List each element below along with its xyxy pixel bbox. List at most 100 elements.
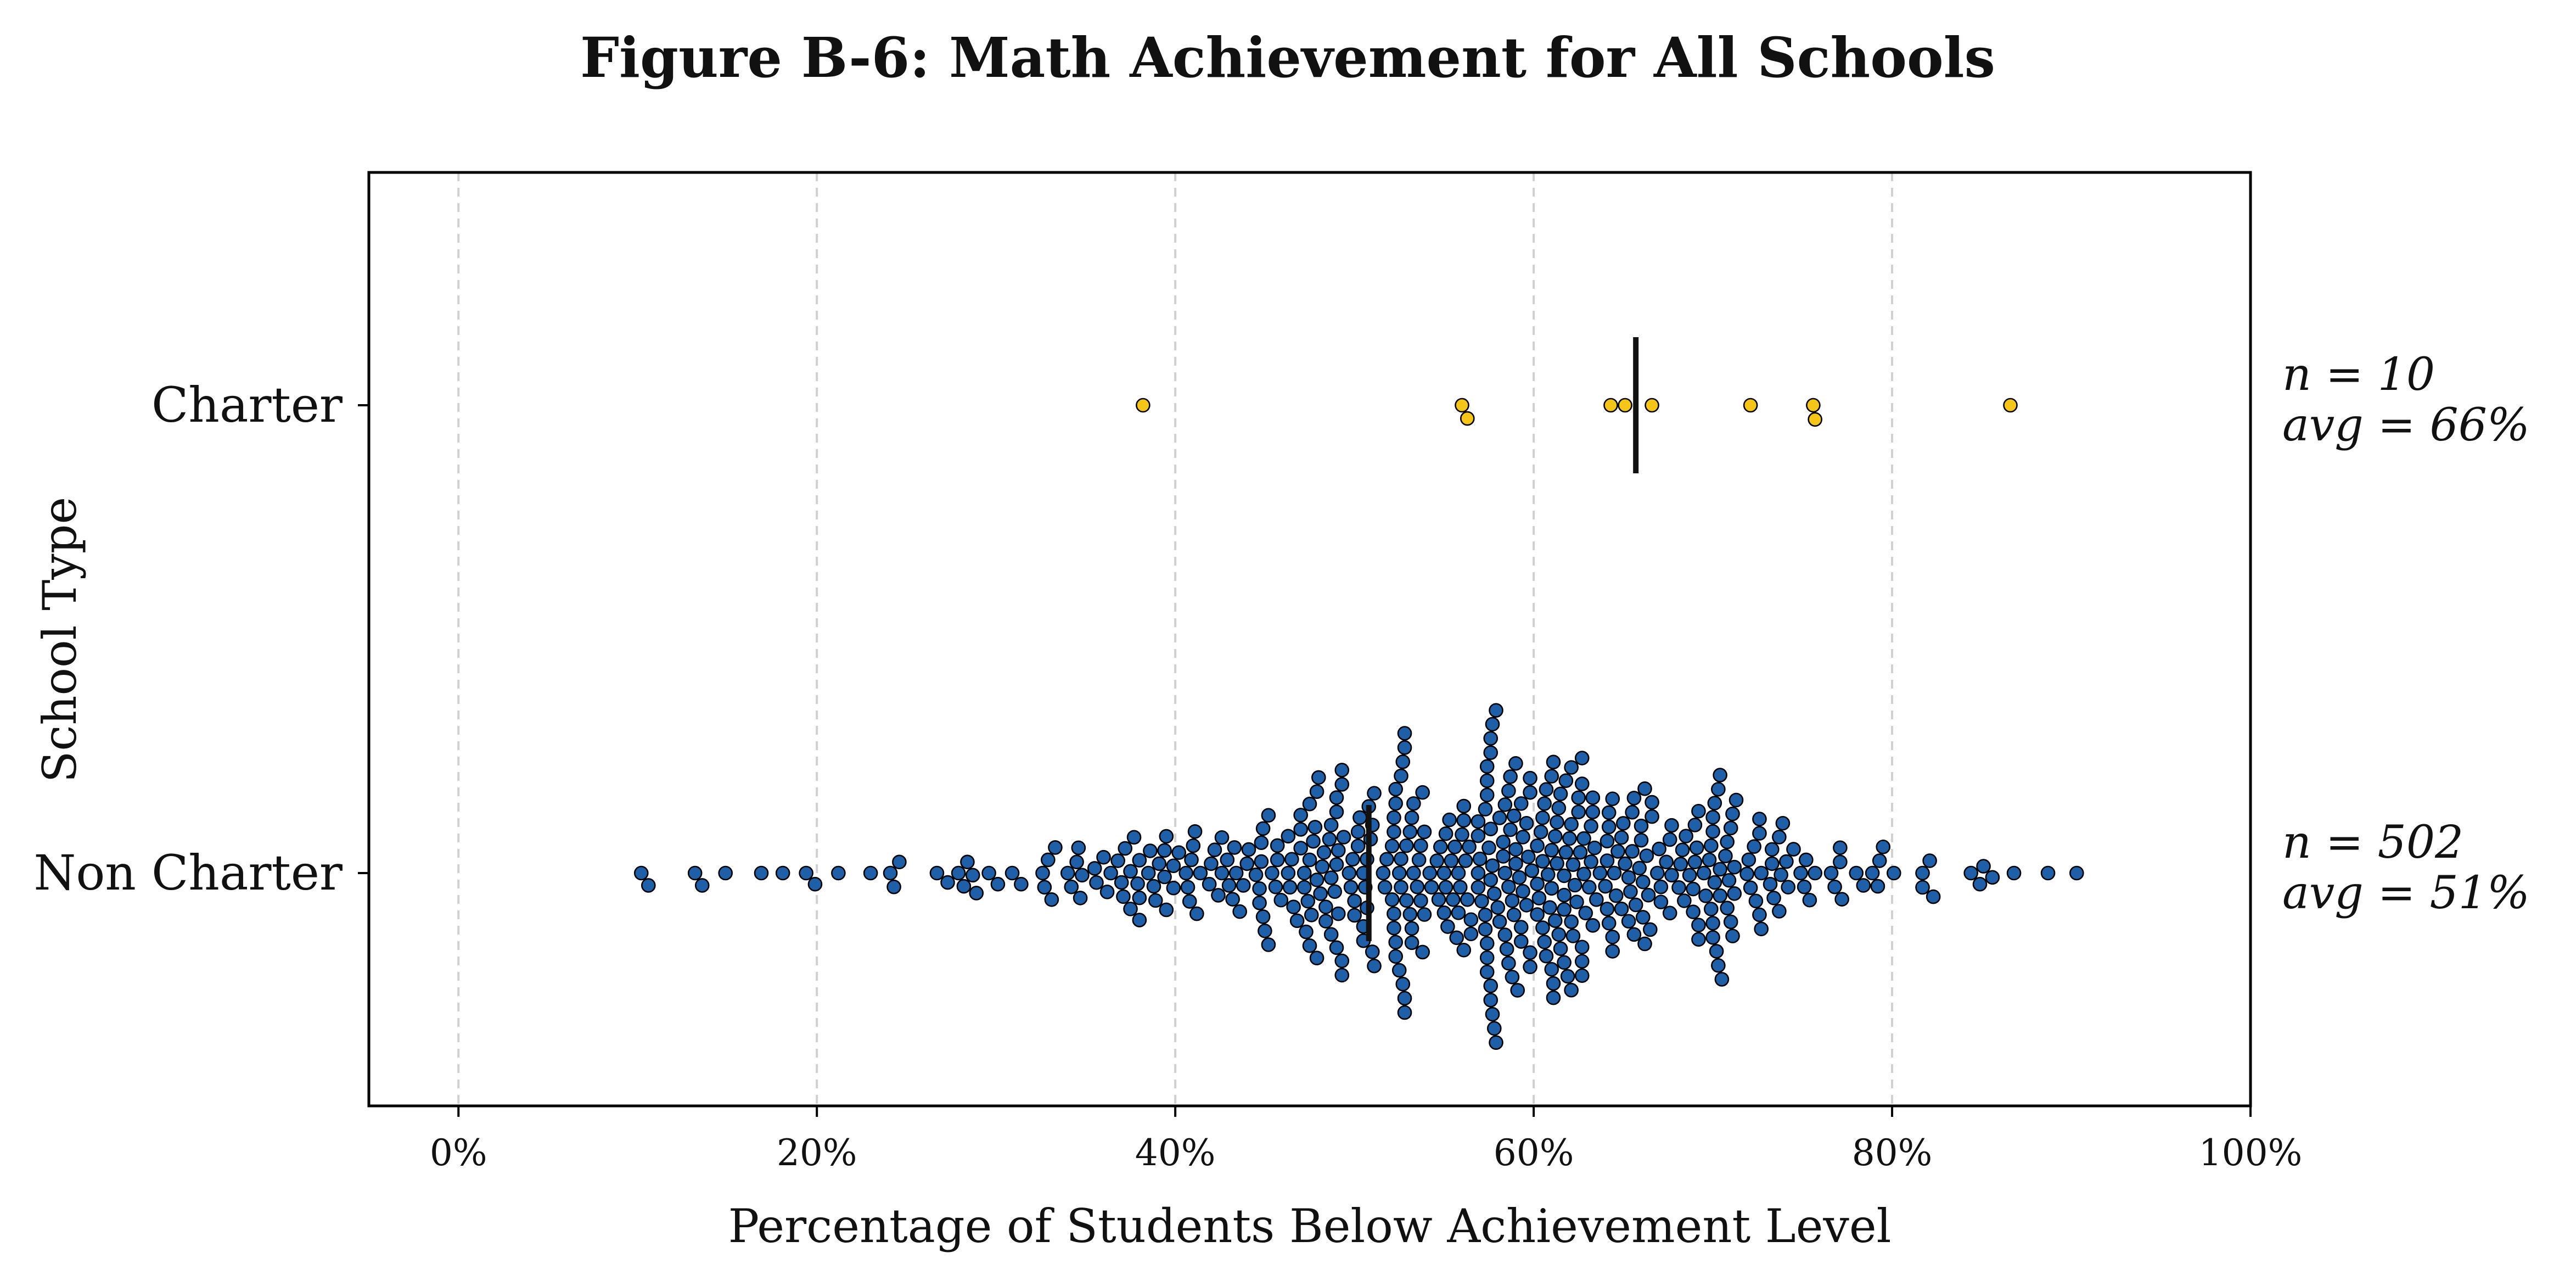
data-point — [1574, 940, 1590, 955]
data-point — [1471, 880, 1486, 895]
data-point — [1483, 978, 1499, 993]
data-point — [1557, 902, 1572, 917]
data-point — [1530, 876, 1545, 892]
data-point — [1763, 876, 1778, 892]
data-point — [775, 865, 790, 881]
data-point — [1567, 877, 1582, 893]
data-point — [1618, 856, 1632, 871]
data-point — [1720, 901, 1735, 915]
data-point — [1462, 840, 1477, 854]
data-point — [1485, 1007, 1500, 1022]
data-point — [1478, 908, 1493, 922]
data-point — [1159, 902, 1174, 918]
data-point — [807, 876, 823, 892]
chart-title: Figure B-6: Math Achievement for All Sch… — [580, 25, 1995, 90]
data-point — [1152, 856, 1167, 871]
data-point — [1410, 879, 1425, 894]
y-axis: Charter Non Charter — [33, 377, 369, 901]
data-point — [1483, 821, 1499, 837]
data-point — [1486, 1021, 1502, 1036]
data-point — [1679, 829, 1693, 843]
data-point — [1071, 840, 1086, 856]
data-point — [1754, 921, 1769, 937]
data-point — [2006, 865, 2022, 881]
data-point — [1399, 893, 1414, 908]
data-point — [1460, 892, 1475, 907]
data-point — [1523, 770, 1537, 786]
data-point — [1141, 865, 1156, 881]
data-point — [1687, 818, 1703, 832]
avg-annotation: avg = 66% — [2282, 399, 2530, 451]
avg-annotation: avg = 51% — [2282, 867, 2530, 919]
data-point — [1781, 880, 1795, 894]
data-point — [1474, 893, 1489, 909]
data-point — [1496, 849, 1511, 864]
data-point — [1539, 948, 1554, 964]
data-point — [1728, 792, 1744, 808]
data-point — [1404, 810, 1419, 825]
data-point — [1404, 921, 1419, 936]
data-point — [1834, 892, 1849, 907]
data-point — [1523, 785, 1537, 800]
data-point — [1293, 841, 1308, 856]
data-point — [1458, 853, 1473, 868]
data-point — [1186, 838, 1201, 853]
data-point — [1537, 935, 1552, 949]
n-annotation: n = 502 — [2282, 817, 2463, 869]
data-point — [1445, 892, 1461, 907]
data-point — [1774, 867, 1788, 882]
data-point — [1424, 880, 1439, 895]
data-point — [1707, 796, 1722, 810]
data-point — [1786, 842, 1801, 857]
data-point — [1258, 923, 1272, 938]
data-point — [1501, 879, 1516, 894]
data-point — [1972, 876, 1988, 892]
data-point — [1132, 913, 1147, 927]
data-point — [1323, 927, 1339, 942]
data-point — [969, 886, 984, 901]
data-point — [929, 865, 945, 881]
data-point — [1455, 398, 1469, 413]
data-point — [1605, 944, 1620, 959]
data-point — [1547, 829, 1563, 844]
data-point — [1696, 865, 1711, 881]
data-point — [1334, 763, 1350, 778]
data-point — [1184, 852, 1199, 868]
data-point — [1483, 873, 1499, 887]
data-point — [1254, 835, 1269, 851]
data-point — [2003, 398, 2018, 413]
data-point — [1282, 880, 1298, 895]
data-point — [1497, 865, 1513, 881]
data-point — [1411, 852, 1427, 868]
data-point — [1564, 760, 1579, 775]
data-point — [1503, 822, 1518, 837]
data-point — [1802, 892, 1817, 908]
data-point — [1456, 813, 1472, 828]
data-point — [1388, 949, 1404, 964]
data-point — [1376, 865, 1391, 881]
data-point — [1849, 865, 1864, 881]
data-point — [1496, 835, 1511, 849]
data-point — [1202, 876, 1217, 892]
data-point — [1299, 924, 1314, 940]
data-point — [1747, 839, 1761, 854]
data-point — [1270, 838, 1285, 853]
data-point — [1544, 881, 1559, 896]
data-point — [1228, 865, 1244, 881]
data-point — [1713, 768, 1727, 782]
x-axis-label: Percentage of Students Below Achievement… — [728, 1199, 1892, 1253]
data-point — [1598, 879, 1613, 894]
data-point — [1436, 865, 1452, 881]
data-point — [1387, 920, 1401, 936]
data-point — [1508, 842, 1523, 857]
data-point — [1123, 902, 1138, 916]
points-layer — [633, 398, 2084, 1050]
data-point — [1302, 938, 1317, 953]
data-point — [1551, 801, 1567, 815]
data-point — [1404, 935, 1419, 950]
data-point — [1513, 920, 1529, 935]
data-point — [1691, 803, 1706, 819]
data-point — [1350, 838, 1366, 854]
data-point — [1352, 810, 1367, 825]
data-point — [1664, 818, 1679, 833]
